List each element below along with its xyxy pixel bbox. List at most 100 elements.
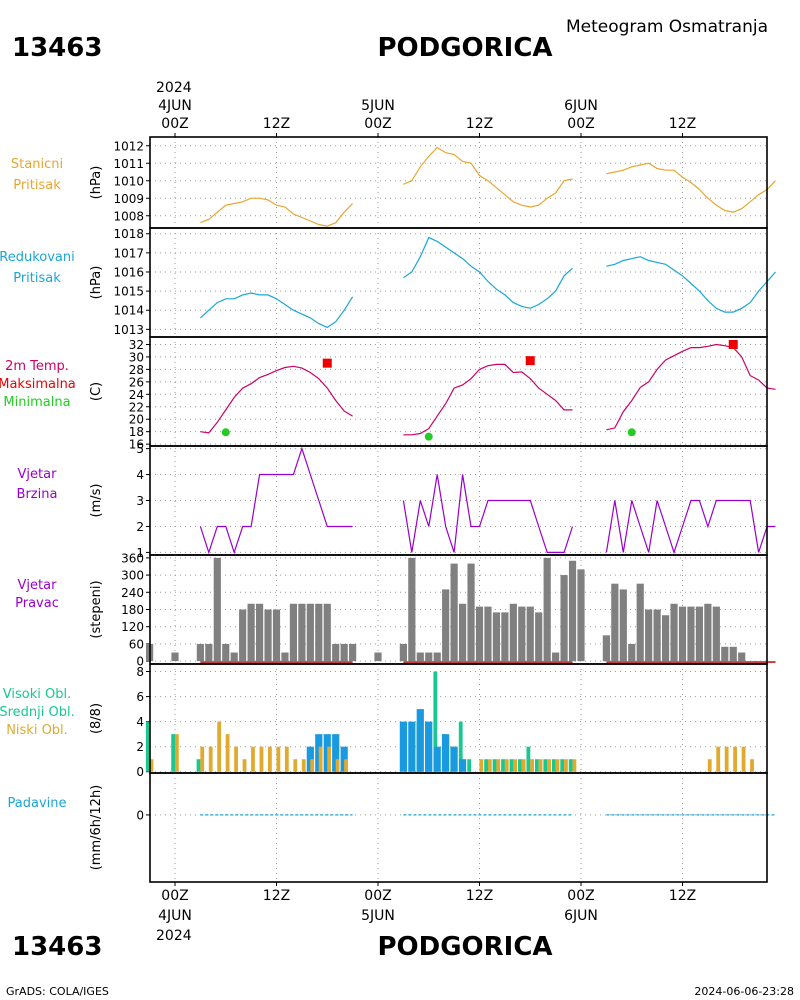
low-cloud-bar (284, 746, 289, 772)
high-cloud-bar (526, 746, 531, 772)
mid-cloud-bar (425, 721, 433, 772)
min-temp-marker (221, 428, 230, 437)
low-cloud-bar (174, 734, 179, 772)
wind-direction-bar (264, 609, 272, 662)
y-tick-label: 8 (136, 665, 144, 679)
mid-cloud-bar (408, 721, 416, 772)
top-day-label: 6JUN (564, 98, 598, 114)
wind-direction-bar (729, 646, 737, 662)
wind-direction-bar (602, 635, 610, 662)
y-tick-label: 1012 (113, 139, 144, 153)
low-cloud-bar (276, 746, 281, 772)
mid-cloud-bar (450, 746, 458, 772)
low-cloud-bar (724, 746, 729, 772)
y-tick-label: 1013 (113, 323, 144, 337)
footer-credit: GrADS: COLA/IGES (6, 985, 109, 998)
y-tick-label: 6 (136, 690, 144, 704)
y-tick-label: 32 (129, 338, 144, 352)
y-axis-label: (C) (89, 382, 104, 401)
product-title: Meteogram Osmatranja (566, 17, 768, 37)
wind-direction-bar (653, 609, 661, 662)
panel-label: Minimalna (3, 395, 70, 410)
panel-label: Pritisak (13, 271, 61, 286)
wind-direction-bar (374, 652, 382, 662)
wind-direction-bar (340, 643, 348, 662)
bottom-hour-label: 00Z (567, 888, 594, 904)
y-tick-label: 16 (129, 438, 144, 452)
high-cloud-bar (551, 759, 556, 772)
wind-direction-bar (213, 557, 221, 662)
panel-label: Niski Obl. (6, 723, 68, 738)
low-cloud-bar (716, 746, 721, 772)
wind-direction-bar (442, 589, 450, 662)
low-cloud-bar (504, 759, 509, 772)
low-cloud-bar (750, 759, 754, 772)
bottom-time-axis: 00Z 12Z 00Z 12Z 00Z 12Z 4JUN 5JUN 6JUN (158, 882, 696, 924)
wind-direction-bar (247, 603, 255, 662)
y-tick-label: 30 (129, 350, 144, 364)
wind-direction-bar (501, 612, 509, 662)
y-tick-label: 20 (129, 413, 144, 427)
mid-cloud-bar (458, 759, 467, 772)
low-cloud-bar (733, 746, 738, 772)
y-axis-label: (8/8) (89, 703, 104, 734)
temperature-line (403, 363, 573, 436)
bottom-day-label: 4JUN (158, 908, 192, 924)
y-tick-label: 1009 (113, 192, 144, 206)
panel-label: Brzina (17, 487, 58, 502)
y-tick-label: 4 (136, 715, 144, 729)
y-tick-label: 5 (136, 442, 144, 456)
low-cloud-bar (555, 759, 560, 772)
top-hour-label: 00Z (567, 116, 594, 132)
low-cloud-bar (521, 759, 526, 772)
low-cloud-bar (513, 759, 518, 772)
high-cloud-bar (196, 759, 201, 772)
low-cloud-bar (547, 759, 551, 772)
wind-direction-bar (543, 557, 551, 662)
low-cloud-bar (335, 759, 340, 772)
wind-direction-bar (738, 652, 746, 662)
wind-direction-bar (712, 606, 720, 662)
wind-direction-bar (475, 606, 484, 662)
top-hour-label: 12Z (669, 116, 696, 132)
y-tick-label: 120 (121, 620, 144, 634)
wind-direction-bar (239, 609, 247, 662)
wind-direction-bar (645, 609, 653, 662)
low-cloud-bar (538, 759, 543, 772)
panel-label: Vjetar (18, 467, 58, 482)
y-tick-label: 60 (129, 637, 144, 651)
wind-direction-bar (433, 652, 441, 662)
low-cloud-bar (267, 746, 272, 772)
wind-direction-bar (619, 589, 627, 662)
wind-direction-bar (230, 652, 238, 662)
mid-cloud-bar (399, 721, 407, 772)
y-tick-label: 1016 (113, 265, 144, 279)
wind-direction-bar (670, 603, 678, 662)
low-cloud-bar (530, 759, 535, 772)
y-tick-label: 1014 (113, 304, 144, 318)
wind-direction-bar (323, 603, 331, 662)
wind-direction-bar (568, 560, 577, 662)
bottom-year-label: 2024 (156, 928, 192, 944)
panel-label: Vjetar (18, 578, 58, 593)
low-cloud-bar (479, 759, 484, 772)
panel-precipitation: Padavine (mm/6h/12h) 0 (8, 772, 776, 883)
panel-label: Padavine (8, 796, 67, 811)
panel-wind_speed: Vjetar Brzina (m/s) 1 2 3 4 5 (17, 442, 776, 560)
wind-direction-bar (535, 612, 543, 662)
low-cloud-bar (200, 746, 205, 772)
high-cloud-bar (560, 759, 565, 772)
wind_speed-line (605, 499, 776, 555)
panel-temperature: 2m Temp. Maksimalna Minimalna (C) 1618202224… (0, 336, 776, 452)
station_pressure-line (200, 197, 354, 227)
station-name-top: PODGORICA (377, 33, 552, 63)
low-cloud-bar (225, 734, 230, 772)
panel-reduced_pressure: Redukovani Pritisak (hPa) 1013 1014 1015 1016 1… (0, 227, 776, 338)
y-tick-label: 1 (136, 546, 144, 560)
mid-cloud-bar (433, 746, 441, 772)
low-cloud-bar (217, 721, 222, 772)
wind-direction-bar (315, 603, 323, 662)
mid-cloud-bar (332, 734, 340, 772)
high-cloud-bar (433, 671, 438, 772)
panel-station_pressure: Stanicni Pritisak (hPa) 1008 1009 1010 1011 101… (11, 136, 776, 229)
